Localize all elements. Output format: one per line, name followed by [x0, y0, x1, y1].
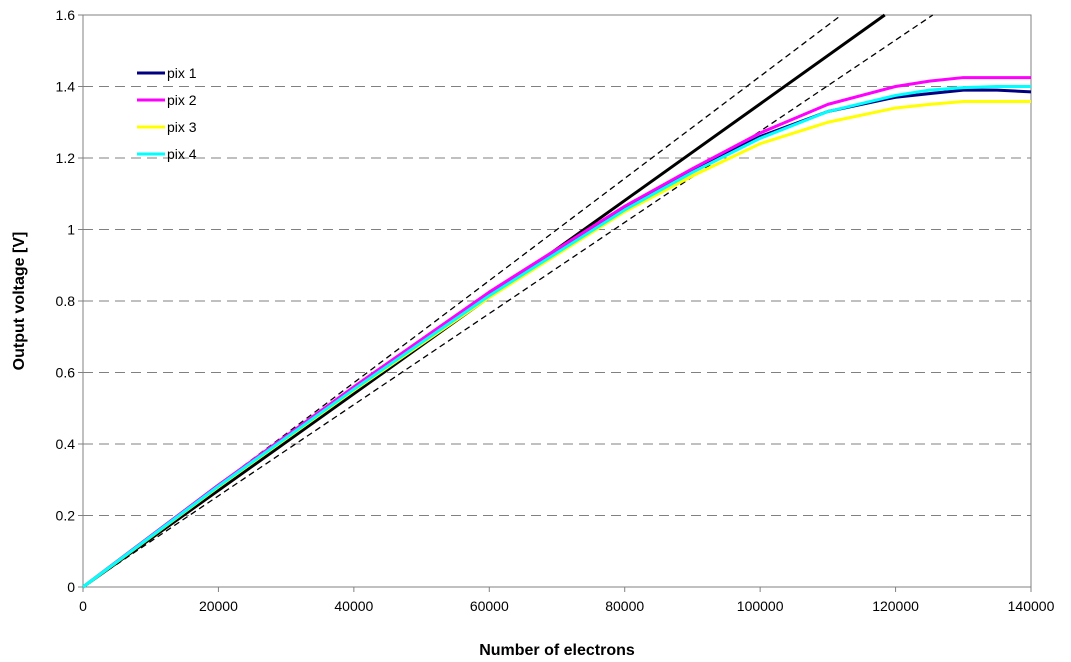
y-tick-label: 0.8 [56, 293, 76, 309]
y-tick-label: 0.6 [56, 365, 76, 381]
series-line-pix-3 [82, 100, 1031, 589]
reference-line-dashed [82, 14, 934, 588]
y-tick-label: 0.2 [56, 508, 76, 524]
series-lines [82, 76, 1032, 589]
y-tick-label: 1 [67, 222, 75, 238]
legend: pix 1 pix 2 pix 3 pix 4 [137, 65, 197, 162]
y-tick-label: 0 [67, 579, 75, 595]
y-tick-label: 1.2 [56, 150, 76, 166]
x-tick-label: 120000 [872, 598, 919, 614]
x-axis-title: Number of electrons [479, 642, 635, 659]
gridlines [83, 86, 1031, 516]
legend-label: pix 2 [167, 92, 197, 108]
series-line-pix-4 [82, 85, 1031, 589]
y-tick-label: 0.4 [56, 436, 76, 452]
y-tick-label: 1.4 [56, 79, 76, 95]
y-axis: 0 0.2 0.4 0.6 0.8 1 1.2 1.4 1.6 [56, 7, 83, 595]
legend-label: pix 1 [167, 65, 197, 81]
x-tick-label: 100000 [737, 598, 784, 614]
series-line-pix-2 [82, 76, 1031, 589]
x-tick-label: 140000 [1008, 598, 1055, 614]
x-tick-label: 80000 [605, 598, 644, 614]
x-axis: 0 20000 40000 60000 80000 100000 120000 140000 [79, 587, 1055, 614]
x-tick-label: 0 [79, 598, 87, 614]
reference-line-dashed [82, 14, 842, 588]
series-line-pix-1 [82, 88, 1032, 589]
x-tick-label: 20000 [199, 598, 238, 614]
y-tick-label: 1.6 [56, 7, 76, 23]
legend-label: pix 3 [167, 119, 197, 135]
y-axis-title: Output voltage [V] [11, 232, 28, 371]
legend-label: pix 4 [167, 146, 197, 162]
x-tick-label: 60000 [470, 598, 509, 614]
x-tick-label: 40000 [334, 598, 373, 614]
